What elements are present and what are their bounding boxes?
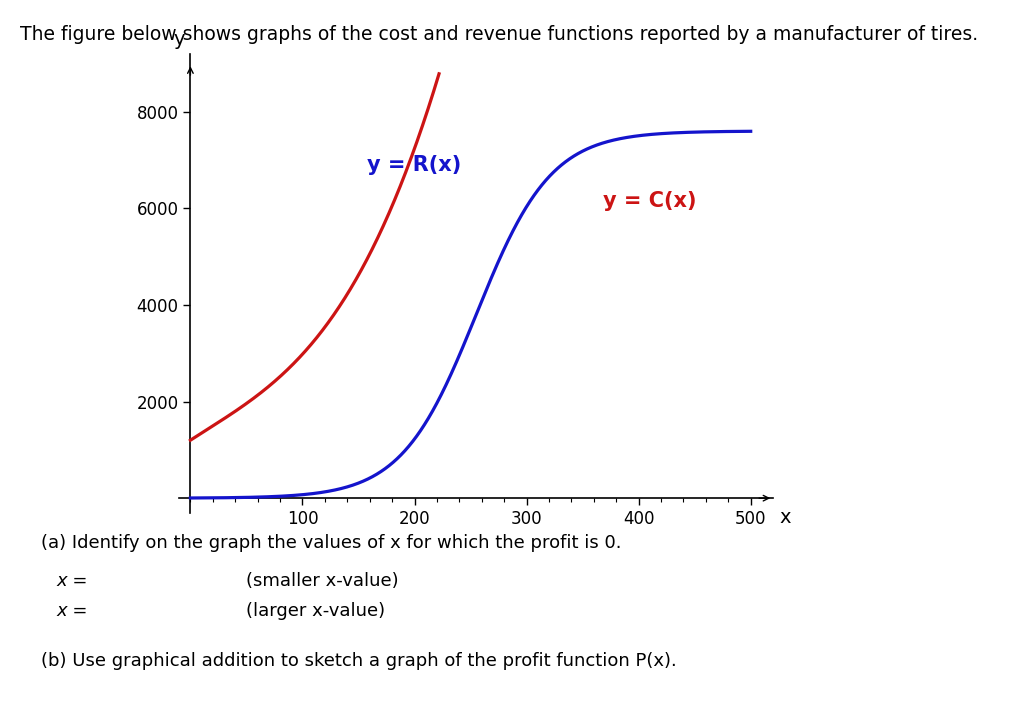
Text: x: x [780, 508, 792, 527]
Text: (b) Use graphical addition to sketch a graph of the profit function P(x).: (b) Use graphical addition to sketch a g… [41, 652, 677, 670]
Text: y = C(x): y = C(x) [603, 191, 696, 211]
Text: x =: x = [56, 571, 88, 590]
Text: y: y [173, 30, 185, 49]
Text: The figure below shows graphs of the cost and revenue functions reported by a ma: The figure below shows graphs of the cos… [20, 25, 979, 44]
Text: (larger x-value): (larger x-value) [246, 602, 385, 620]
Text: (a) Identify on the graph the values of x for which the profit is 0.: (a) Identify on the graph the values of … [41, 534, 622, 552]
Text: x =: x = [56, 602, 88, 620]
Text: (smaller x-value): (smaller x-value) [246, 571, 398, 590]
Text: y = R(x): y = R(x) [368, 155, 462, 175]
